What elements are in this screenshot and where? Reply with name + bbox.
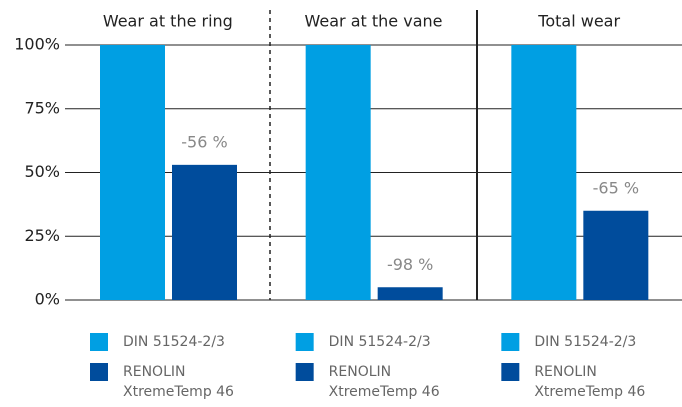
- legend-label: RENOLIN XtremeTemp 46: [534, 364, 646, 400]
- bar: [100, 45, 165, 300]
- legend-swatch: [501, 363, 520, 381]
- legend-label: RENOLIN XtremeTemp 46: [123, 364, 234, 400]
- y-tick-label: 75%: [24, 98, 60, 117]
- y-tick-label: 100%: [14, 35, 60, 54]
- bar: [172, 164, 237, 300]
- legend-swatch: [90, 363, 108, 381]
- legend-swatch: [501, 333, 520, 351]
- legend-swatch: [295, 363, 314, 381]
- legend-swatch: [295, 333, 314, 351]
- bar: [511, 45, 577, 300]
- annotation: -65 %: [593, 178, 639, 197]
- group-header: Wear at the ring: [103, 12, 233, 31]
- legend-swatch: [90, 333, 108, 351]
- annotation: -98 %: [387, 255, 433, 274]
- y-tick-label: 0%: [35, 290, 60, 309]
- legend-label: RENOLIN XtremeTemp 46: [328, 364, 440, 400]
- bar: [583, 210, 649, 300]
- legend-label: DIN 51524-2/3: [328, 334, 431, 350]
- bar: [305, 45, 371, 300]
- y-tick-label: 50%: [24, 162, 60, 181]
- y-tick-label: 25%: [24, 226, 60, 245]
- annotation: -56 %: [181, 132, 227, 151]
- legend-label: DIN 51524-2/3: [534, 334, 637, 350]
- group-header: Wear at the vane: [305, 12, 443, 31]
- group-header: Total wear: [537, 12, 620, 31]
- bar: [377, 287, 443, 300]
- legend-label: DIN 51524-2/3: [123, 334, 225, 350]
